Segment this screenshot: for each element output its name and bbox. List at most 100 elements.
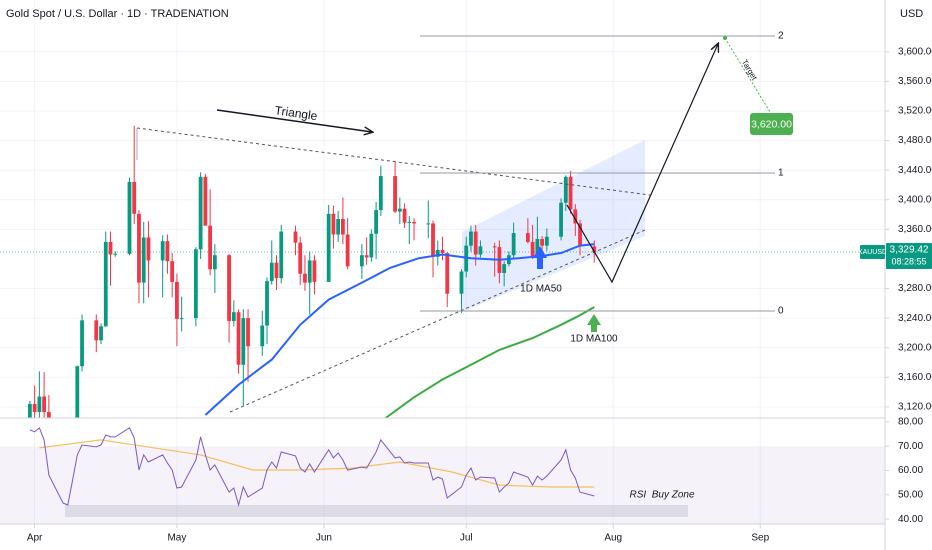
candle-body	[303, 273, 307, 283]
x-tick-label: Sep	[751, 533, 769, 544]
candle-body	[502, 264, 507, 273]
target-price: 3,620.00	[751, 118, 792, 130]
fib-label: 1	[778, 168, 784, 179]
rsi-tick-label: 40.00	[898, 514, 923, 525]
candle-body	[407, 221, 412, 223]
candle-body	[265, 281, 269, 326]
candle-body	[165, 241, 170, 262]
candle-body	[293, 231, 298, 243]
x-tick-label: Aug	[604, 533, 622, 544]
candle-body	[402, 208, 407, 223]
axes: 3,120.00 3,160.00 3,200.00 3,240.00 3,280.00…	[27, 46, 932, 544]
candle-body	[212, 255, 217, 270]
candle-body	[307, 260, 312, 283]
candle-body	[563, 176, 568, 203]
y-tick-label: 3,520.00	[898, 106, 932, 117]
rsi-zone-label: RSI Buy Zone	[629, 490, 694, 501]
candle-body	[103, 241, 108, 327]
triangle-arrow	[216, 109, 372, 132]
candle-body	[246, 318, 250, 347]
fib-label: 0	[778, 306, 784, 317]
plot	[0, 125, 885, 507]
y-tick-label: 3,120.00	[898, 402, 932, 413]
x-tick-label: Jul	[460, 533, 473, 544]
candle-body	[241, 318, 246, 365]
candle-body	[578, 223, 582, 247]
target-line	[724, 37, 771, 113]
candle-body	[331, 213, 336, 235]
candle-body	[445, 253, 450, 294]
candle-body	[345, 234, 350, 267]
last-price: 3,329.42	[890, 245, 929, 256]
y-tick-label: 3,160.00	[898, 372, 932, 383]
candle-body	[208, 225, 213, 270]
candle-body	[137, 213, 141, 283]
candle-body	[160, 241, 165, 261]
ma100-arrow	[587, 314, 601, 332]
rsi-tick-label: 60.00	[898, 465, 923, 476]
candle-body	[326, 213, 331, 282]
grid	[0, 0, 885, 524]
candle-body	[530, 241, 535, 256]
y-tick-label: 3,400.00	[898, 194, 932, 205]
last-price-box	[886, 242, 932, 269]
ma50-arrow	[533, 246, 547, 269]
candle-body	[511, 233, 516, 256]
rsi-buy-zone	[65, 505, 688, 517]
candle-body	[369, 233, 374, 258]
y-tick-label: 3,240.00	[898, 313, 932, 324]
chart-title: Gold Spot / U.S. Dollar · 1D · TRADENATI…	[6, 8, 229, 20]
candle-body	[364, 255, 369, 258]
rsi-pane	[0, 446, 885, 524]
candle-body	[193, 249, 198, 319]
rsi-band	[0, 446, 885, 524]
candle-body	[27, 403, 32, 418]
candle-body	[393, 176, 397, 212]
candle-body	[540, 238, 544, 246]
candle-body	[279, 231, 284, 279]
candle-body	[37, 396, 42, 413]
candle-body	[236, 312, 241, 365]
candle-body	[492, 246, 497, 248]
rsi-tick-label: 80.00	[898, 417, 923, 428]
projection	[566, 44, 718, 284]
candle-body	[42, 396, 47, 413]
candle-body	[435, 250, 440, 257]
candle-body	[374, 210, 378, 234]
rsi-tick-label: 70.00	[898, 441, 923, 452]
symbol-box	[860, 244, 885, 259]
candle-body	[412, 221, 416, 224]
candle-body	[132, 181, 137, 214]
y-tick-label: 3,480.00	[898, 135, 932, 146]
candle-body	[170, 261, 175, 282]
candle-body	[99, 326, 103, 341]
candle-body	[203, 176, 208, 226]
candle-body	[231, 312, 236, 322]
candle-body	[141, 237, 146, 283]
candle-body	[175, 281, 179, 319]
candle-body	[198, 176, 203, 250]
candle-body	[397, 208, 402, 212]
y-tick-label: 3,280.00	[898, 283, 932, 294]
channel	[462, 140, 645, 312]
candle-body	[312, 260, 317, 282]
candle-body	[478, 246, 483, 255]
candle-body	[127, 181, 132, 254]
target-label: Target	[740, 58, 760, 82]
candle-body	[459, 271, 464, 294]
candle-body	[592, 246, 597, 252]
candle-body	[269, 262, 274, 282]
ma100-label: 1D MA100	[570, 334, 618, 345]
candle-body	[341, 218, 345, 235]
y-tick-label: 3,560.00	[898, 76, 932, 87]
y-tick-label: 3,200.00	[898, 342, 932, 353]
x-tick-label: Jun	[316, 533, 332, 544]
candle-body	[46, 412, 51, 418]
candle-body	[544, 236, 549, 246]
candle-body	[274, 262, 279, 279]
rsi-tick-label: 50.00	[898, 489, 923, 500]
y-tick-label: 3,600.00	[898, 46, 932, 57]
candle-body	[75, 366, 80, 418]
rsi-ma-line	[39, 439, 595, 488]
triangle-label: Triangle	[274, 103, 319, 123]
